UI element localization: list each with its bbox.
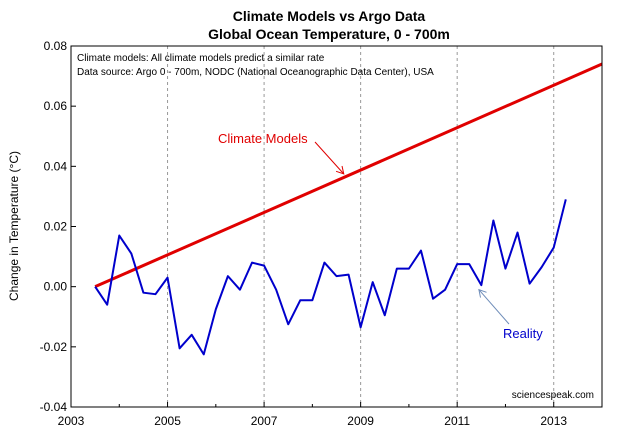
series-group xyxy=(94,62,603,356)
chart-subtitle: Global Ocean Temperature, 0 - 700m xyxy=(208,26,450,42)
y-tick-label: 0.04 xyxy=(44,159,68,173)
chart-note-1: Climate models: All climate models predi… xyxy=(77,53,325,64)
grid-lines xyxy=(167,46,555,407)
y-tick-label: 0.06 xyxy=(44,99,68,113)
x-tick-label: 2005 xyxy=(154,414,181,428)
chart-title: Climate Models vs Argo Data xyxy=(233,8,426,24)
annotations-group: Climate Models Reality xyxy=(218,131,543,341)
axis-ticks: -0.04 -0.02 0.00 0.02 0.04 0.06 0.08 2003 2005 20… xyxy=(40,39,603,428)
reality-annotation-label: Reality xyxy=(503,326,543,341)
reality-arrow-head xyxy=(478,288,487,298)
climate-models-series-line xyxy=(94,62,603,289)
x-tick-label: 2009 xyxy=(347,414,374,428)
climate-models-arrow-line xyxy=(314,141,345,175)
x-tick-label: 2003 xyxy=(58,414,85,428)
y-tick-label: 0.00 xyxy=(44,280,68,294)
y-tick-label: 0.02 xyxy=(44,220,68,234)
climate-models-arrow-head xyxy=(335,165,345,175)
climate-models-annotation-label: Climate Models xyxy=(218,131,308,146)
chart-note-2: Data source: Argo 0 - 700m, NODC (Nation… xyxy=(77,67,434,78)
reality-series-line xyxy=(94,199,567,356)
credit-text: sciencespeak.com xyxy=(512,390,594,401)
x-tick-label: 2013 xyxy=(540,414,567,428)
y-tick-label: 0.08 xyxy=(44,39,68,53)
y-axis-label: Change in Temperature (°C) xyxy=(7,151,21,301)
y-tick-label: -0.02 xyxy=(40,340,68,354)
y-tick-label: -0.04 xyxy=(40,400,68,414)
reality-arrow-line xyxy=(478,289,510,325)
x-tick-label: 2007 xyxy=(251,414,278,428)
x-tick-label: 2011 xyxy=(444,414,470,428)
